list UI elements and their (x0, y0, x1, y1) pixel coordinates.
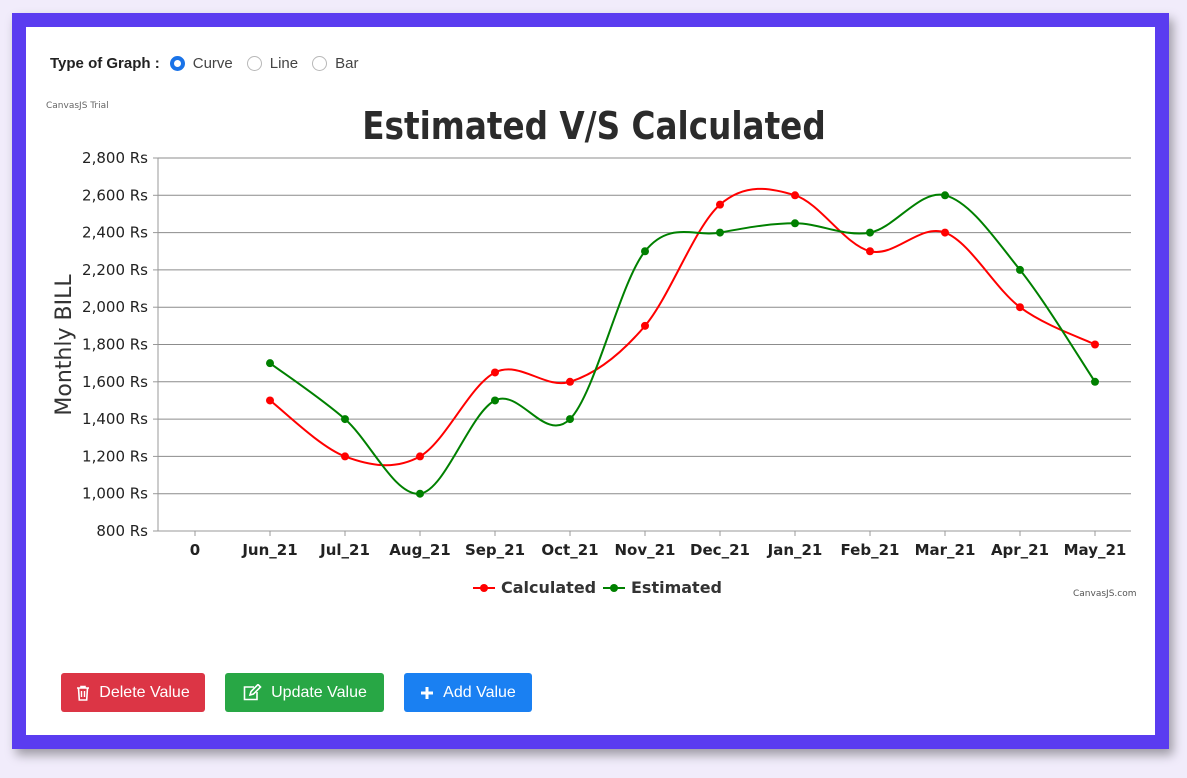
plus-icon (420, 686, 434, 700)
y-axis-title: Monthly BILL (52, 274, 77, 416)
delete-value-label[interactable]: Delete Value (99, 683, 190, 701)
calculated-point (266, 396, 274, 405)
calculated-point (866, 247, 874, 256)
calculated-point (566, 377, 574, 386)
y-tick-label: 2,000 Rs (82, 298, 148, 316)
estimated-point (791, 219, 799, 228)
radio-curve-circle[interactable] (169, 55, 185, 71)
x-tick-label: Dec_21 (690, 541, 750, 559)
estimated-legend-marker (610, 584, 618, 592)
calculated-point (416, 452, 424, 461)
x-tick-label: Oct_21 (541, 541, 598, 559)
radio-curve[interactable]: Curve (169, 54, 233, 72)
update-value-label[interactable]: Update Value (271, 683, 367, 701)
radio-curve-label[interactable]: Curve (192, 54, 233, 72)
y-tick-label: 1,400 Rs (82, 410, 148, 428)
y-tick-label: 1,800 Rs (82, 336, 148, 354)
x-tick-label: May_21 (1064, 541, 1127, 559)
x-tick-label: Apr_21 (991, 541, 1049, 559)
estimated-point (266, 359, 274, 368)
radio-line-label[interactable]: Line (269, 54, 299, 72)
y-tick-label: 1,200 Rs (82, 447, 148, 465)
calculated-point (491, 368, 499, 377)
y-tick-label: 2,800 Rs (82, 149, 148, 167)
estimated-point (1016, 265, 1024, 274)
radio-line-circle[interactable] (246, 55, 262, 71)
calculated-series-line (269, 187, 1096, 467)
estimated-point (416, 489, 424, 498)
estimated-legend-label: Estimated (631, 578, 722, 597)
y-tick-label: 1,000 Rs (82, 485, 148, 503)
calculated-point (1016, 303, 1024, 312)
estimated-point (566, 415, 574, 424)
estimated-point (716, 228, 724, 237)
trial-watermark: CanvasJS Trial (46, 101, 109, 111)
y-tick-label: 2,200 Rs (82, 261, 148, 279)
edit-icon (242, 684, 262, 701)
x-tick-label: Sep_21 (465, 541, 525, 559)
estimated-point (491, 396, 499, 405)
calculated-legend-label: Calculated (501, 578, 596, 597)
x-tick-label: Aug_21 (389, 541, 450, 559)
x-tick-label: 0 (190, 541, 200, 559)
add-value-label[interactable]: Add Value (443, 683, 516, 701)
x-tick-label: Jan_21 (767, 541, 823, 559)
radio-bar[interactable]: Bar (312, 55, 358, 72)
trash-icon (76, 685, 90, 701)
calculated-point (1091, 340, 1099, 349)
radio-bar-label[interactable]: Bar (335, 54, 359, 72)
calculated-point (941, 228, 949, 237)
radio-line[interactable]: Line (246, 54, 299, 72)
estimated-point (941, 191, 949, 200)
y-tick-label: 1,600 Rs (82, 373, 148, 391)
calculated-legend-marker (480, 584, 488, 592)
delete-value-button[interactable]: Delete Value (61, 673, 205, 712)
estimated-point (341, 415, 349, 424)
calculated-point (641, 321, 649, 330)
y-tick-label: 2,600 Rs (82, 186, 148, 204)
estimated-point (866, 228, 874, 237)
graph-type-label: Type of Graph : (50, 54, 160, 72)
canvasjs-credit[interactable]: CanvasJS.com (1073, 589, 1137, 599)
x-tick-label: Mar_21 (915, 541, 976, 559)
estimated-point (641, 247, 649, 256)
x-tick-label: Feb_21 (841, 541, 900, 559)
x-tick-label: Nov_21 (614, 541, 675, 559)
add-value-button[interactable]: Add Value (404, 673, 532, 712)
x-tick-label: Jul_21 (319, 541, 370, 559)
estimated-point (1091, 377, 1099, 386)
update-value-button[interactable]: Update Value (225, 673, 384, 712)
graph-type-selector: Type of Graph : Curve Line Bar (50, 52, 372, 74)
calculated-point (716, 200, 724, 209)
x-tick-label: Jun_21 (241, 541, 297, 559)
y-tick-label: 800 Rs (96, 522, 148, 540)
radio-bar-circle[interactable] (312, 55, 328, 71)
y-tick-label: 2,400 Rs (82, 224, 148, 242)
calculated-point (341, 452, 349, 461)
calculated-point (791, 191, 799, 200)
chart-title: Estimated V/S Calculated (362, 105, 825, 149)
